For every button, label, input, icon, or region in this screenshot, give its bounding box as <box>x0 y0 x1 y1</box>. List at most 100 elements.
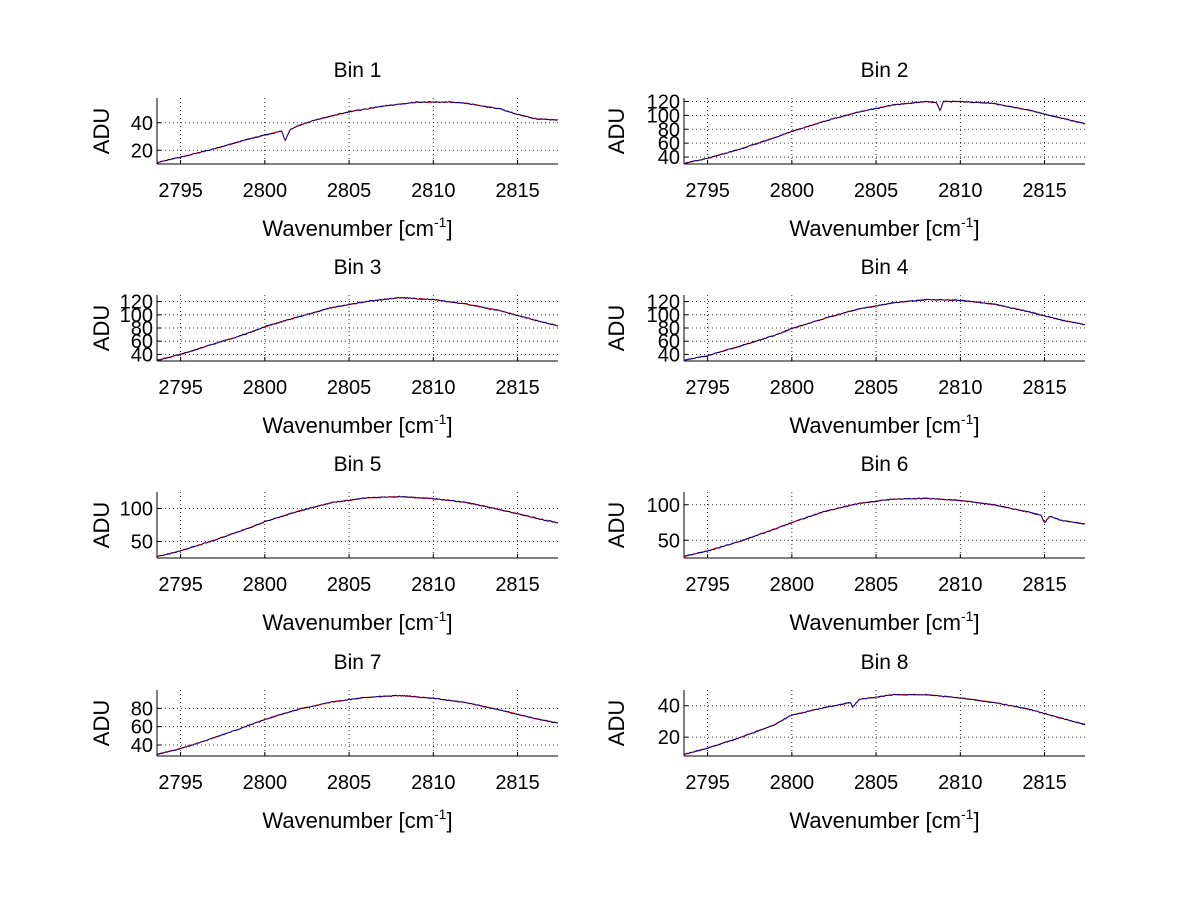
x-tick-label: 2800 <box>770 377 815 399</box>
spectrum-line-3 <box>156 296 559 361</box>
y-tick-label: 20 <box>131 140 153 162</box>
spectrum-line-2 <box>156 495 559 558</box>
y-tick-label: 20 <box>658 727 680 749</box>
x-tick-label: 2810 <box>411 377 456 399</box>
x-tick-label: 2810 <box>411 772 456 794</box>
x-tick-label: 2810 <box>938 772 983 794</box>
subplot-title: Bin 8 <box>861 651 909 674</box>
y-tick-label: 120 <box>647 91 680 113</box>
subplot-title: Bin 7 <box>334 651 382 674</box>
subplot-8: Bin 8 2795 2800 2805 2810 2815 20 40 Wavenumber … <box>604 651 1086 833</box>
subplot-title: Bin 5 <box>334 453 382 476</box>
y-tick-label: 50 <box>131 532 153 554</box>
spectrum-line-1 <box>156 296 559 361</box>
x-axis-label: Wavenumber [cm-1] <box>262 806 452 833</box>
x-tick-label: 2805 <box>327 574 372 596</box>
x-tick-label: 2800 <box>243 180 288 202</box>
x-tick-label: 2810 <box>938 377 983 399</box>
x-axis-label-end: ] <box>973 413 979 438</box>
x-axis-label-superscript: -1 <box>961 411 974 427</box>
y-tick-label: 40 <box>131 344 153 366</box>
x-tick-label: 2795 <box>685 180 730 202</box>
x-axis-label-superscript: -1 <box>434 608 447 624</box>
y-tick-label: 100 <box>647 495 680 517</box>
subplot-6: Bin 6 2795 2800 2805 2810 2815 50 100 Wavenumber… <box>604 453 1086 635</box>
spectrum-line-1 <box>156 101 559 164</box>
y-tick-label: 50 <box>658 530 680 552</box>
y-tick-label: 40 <box>658 147 680 169</box>
y-axis-label: ADU <box>604 305 629 351</box>
spectrum-line-3 <box>683 693 1086 755</box>
y-tick-label: 80 <box>131 318 153 340</box>
x-axis-label: Wavenumber [cm-1] <box>789 608 979 635</box>
x-tick-label: 2795 <box>685 377 730 399</box>
x-axis-label-end: ] <box>446 413 452 438</box>
x-tick-label: 2805 <box>327 772 372 794</box>
x-tick-label: 2815 <box>1022 377 1067 399</box>
x-tick-label: 2800 <box>770 574 815 596</box>
x-axis-label-superscript: -1 <box>434 806 447 822</box>
y-tick-label: 40 <box>658 696 680 718</box>
y-axis-label: ADU <box>89 305 114 351</box>
x-axis-label-main: Wavenumber [cm <box>789 610 961 635</box>
x-tick-label: 2795 <box>158 180 203 202</box>
y-axis-label: ADU <box>604 700 629 746</box>
y-tick-label: 60 <box>658 133 680 155</box>
x-axis-label-end: ] <box>446 808 452 833</box>
x-tick-label: 2815 <box>495 377 540 399</box>
x-axis-label-main: Wavenumber [cm <box>789 808 961 833</box>
x-tick-label: 2795 <box>158 377 203 399</box>
x-tick-label: 2805 <box>327 377 372 399</box>
spectrum-line-2 <box>683 693 1086 755</box>
y-tick-label: 100 <box>120 499 153 521</box>
x-tick-label: 2810 <box>411 574 456 596</box>
y-tick-label: 40 <box>658 344 680 366</box>
y-tick-label: 120 <box>647 292 680 314</box>
x-axis-label-main: Wavenumber [cm <box>262 413 434 438</box>
y-tick-label: 60 <box>131 331 153 353</box>
x-axis-label-main: Wavenumber [cm <box>789 216 961 241</box>
subplot-title: Bin 4 <box>861 256 909 279</box>
x-axis-label-end: ] <box>973 610 979 635</box>
x-tick-label: 2810 <box>938 180 983 202</box>
x-axis-label-end: ] <box>446 610 452 635</box>
x-tick-label: 2815 <box>495 180 540 202</box>
x-tick-label: 2800 <box>770 772 815 794</box>
x-axis-label-end: ] <box>446 216 452 241</box>
y-tick-label: 120 <box>120 292 153 314</box>
spectrum-line-3 <box>683 298 1086 362</box>
x-axis-label: Wavenumber [cm-1] <box>262 214 452 241</box>
x-tick-label: 2815 <box>1022 180 1067 202</box>
x-axis-label-superscript: -1 <box>434 214 447 230</box>
x-tick-label: 2815 <box>1022 772 1067 794</box>
x-tick-label: 2815 <box>1022 574 1067 596</box>
spectrum-line-1 <box>683 100 1086 164</box>
y-tick-label: 80 <box>658 119 680 141</box>
subplot-5: Bin 5 2795 2800 2805 2810 2815 50 100 Wavenumber… <box>89 453 559 635</box>
y-axis-label: ADU <box>604 108 629 154</box>
x-axis-label: Wavenumber [cm-1] <box>789 214 979 241</box>
y-axis-label: ADU <box>89 700 114 746</box>
x-tick-label: 2795 <box>685 574 730 596</box>
spectrum-line-2 <box>683 100 1086 164</box>
x-axis-label: Wavenumber [cm-1] <box>262 411 452 438</box>
subplot-title: Bin 3 <box>334 256 382 279</box>
x-tick-label: 2805 <box>854 574 899 596</box>
spectrum-line-3 <box>683 497 1086 557</box>
x-tick-label: 2810 <box>938 574 983 596</box>
spectrum-line-1 <box>683 497 1086 558</box>
spectrum-line-1 <box>683 693 1085 755</box>
x-tick-label: 2815 <box>495 772 540 794</box>
spectrum-line-3 <box>156 101 559 164</box>
spectrum-line-3 <box>156 694 559 755</box>
x-axis-label: Wavenumber [cm-1] <box>789 806 979 833</box>
y-axis-label: ADU <box>89 502 114 548</box>
y-tick-label: 40 <box>131 735 153 757</box>
x-axis-label: Wavenumber [cm-1] <box>789 411 979 438</box>
x-axis-label-main: Wavenumber [cm <box>262 808 434 833</box>
x-tick-label: 2805 <box>327 180 372 202</box>
